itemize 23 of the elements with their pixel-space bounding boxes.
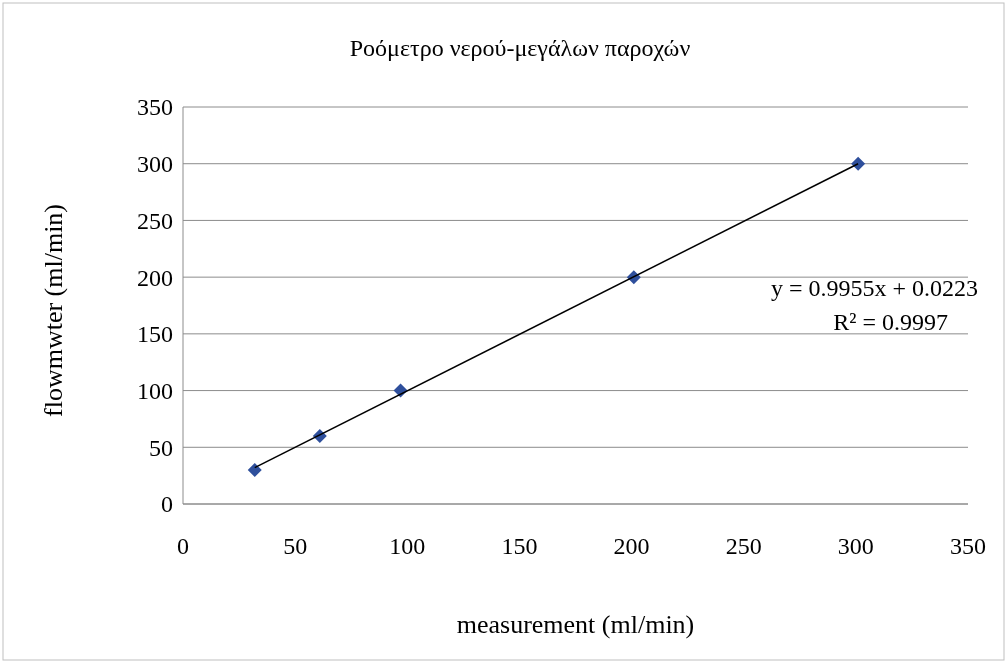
y-tick-label: 50 xyxy=(149,434,173,461)
x-tick-label: 250 xyxy=(725,533,762,559)
point xyxy=(851,156,866,171)
x-tick-label: 350 xyxy=(950,533,986,559)
x-tick-label: 100 xyxy=(389,533,426,559)
annotation: R² = 0.9997 xyxy=(833,309,948,335)
y-tick-label: 300 xyxy=(137,151,173,178)
y-tick-label: 100 xyxy=(137,377,173,404)
y-tick-label: 350 xyxy=(137,94,173,121)
point xyxy=(247,462,262,477)
y-axis-title: flowmwter (ml/min) xyxy=(39,203,68,418)
x-axis-title: measurement (ml/min) xyxy=(456,610,695,639)
x-tick-label: 300 xyxy=(837,533,874,559)
y-tick-label: 150 xyxy=(137,321,173,348)
chart-title: Ροόμετρο νερού-μεγάλων παροχών xyxy=(349,35,691,61)
x-tick-label: 50 xyxy=(283,533,308,559)
x-tick-label: 0 xyxy=(177,533,189,559)
y-tick-label: 0 xyxy=(161,491,173,518)
x-tick-label: 150 xyxy=(501,533,538,559)
y-tick-label: 250 xyxy=(137,207,173,234)
annotation: y = 0.9955x + 0.0223 xyxy=(770,275,978,301)
y-tick-label: 200 xyxy=(137,264,173,291)
x-tick-label: 200 xyxy=(613,533,650,559)
